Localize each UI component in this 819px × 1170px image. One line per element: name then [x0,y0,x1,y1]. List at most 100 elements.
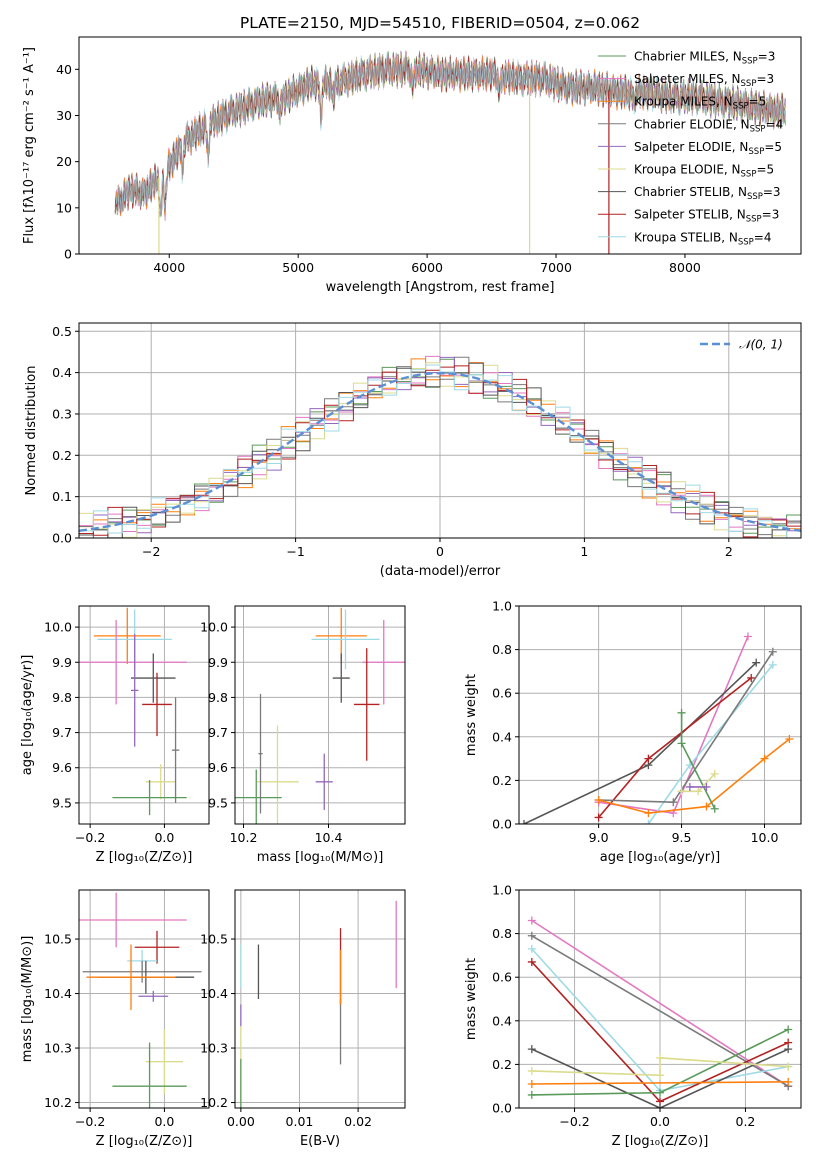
axes-frame [519,606,801,824]
y-tick-label: 9.5 [52,795,72,810]
y-tick-label: 10 [56,200,72,215]
legend-subscript: SSP [738,237,754,247]
y-tick-label: 10.3 [44,1041,72,1056]
weight-line [599,637,748,814]
weight-marker [528,932,536,940]
x-tick-label: 0.2 [736,1114,756,1129]
y-tick-label: 9.5 [208,795,228,810]
y-tick-label: 10.4 [44,986,72,1001]
x-tick-label: 7000 [540,260,572,275]
x-tick-label: 4000 [153,260,185,275]
y-tick-label: 0.0 [492,1101,512,1116]
weight-marker [784,1045,792,1053]
y-tick-label: 0.8 [492,926,512,941]
axes-frame [79,606,209,824]
y-tick-label: 10.4 [200,986,228,1001]
legend-value: =3 [762,208,780,222]
y-tick-label: 10.2 [200,1095,228,1110]
y-tick-label: 9.9 [52,655,72,670]
y-tick-label: 0.5 [52,324,72,339]
y-tick-label: 0.2 [492,773,512,788]
x-tick-label: 6000 [411,260,443,275]
legend-subscript: SSP [733,102,749,112]
x-tick-label: 5000 [282,260,314,275]
legend-value: =4 [766,117,784,131]
legend-subscript: SSP [748,147,764,157]
y-tick-label: 9.7 [52,725,72,740]
weight-marker [528,1067,536,1075]
panel-2: −2 −1 0 1 20.00.10.20.30.40.5(data-model)/er… [24,323,801,579]
y-tick-label: 0.3 [52,406,72,421]
legend-subscript: SSP [747,192,763,202]
weight-marker [528,1080,536,1088]
x-tick-label: 0.02 [344,1114,372,1129]
legend-subscript: SSP [741,170,757,180]
x-tick-label: −2 [142,544,160,559]
y-tick-label: 10.0 [44,620,72,635]
x-tick-label: −1 [286,544,304,559]
panel-8: −0.2 0.0 0.20.00.20.40.60.81.0Z [log₁₀(Z/Z… [464,883,801,1150]
legend-entry: Kroupa ELODIE, NSSP=5 [634,163,774,180]
y-tick-label: 9.8 [52,690,72,705]
legend-subscript: SSP [750,124,766,134]
y-tick-label: 30 [56,108,72,123]
y-tick-label: 0.2 [52,448,72,463]
x-tick-label: 2 [725,544,733,559]
y-tick-label: 0.4 [52,365,72,380]
legend-value: =3 [758,50,776,64]
weight-marker [702,783,710,791]
x-tick-label: −0.2 [75,830,105,845]
y-tick-label: 1.0 [492,599,512,614]
y-tick-label: 0 [64,247,72,262]
legend-value: =5 [764,140,782,154]
weight-line [599,652,773,802]
x-tick-label: 0.0 [154,830,174,845]
x-tick-label: 8000 [669,260,701,275]
y-tick-label: 0.4 [492,1013,512,1028]
y-tick-label: 10.5 [200,932,228,947]
x-tick-label: −0.2 [559,1114,589,1129]
y-axis-label: Normed distribution [24,366,39,496]
weight-line [599,739,790,813]
x-axis-label: wavelength [Angstrom, rest frame] [326,280,555,295]
axes-frame [235,890,405,1108]
y-tick-label: 0.0 [492,817,512,832]
legend-entry: Chabrier STELIB, NSSP=3 [634,185,781,202]
x-tick-label: 0.01 [286,1114,314,1129]
y-tick-label: 9.9 [208,655,228,670]
weight-line [532,1082,788,1084]
x-tick-label: 10.4 [315,830,343,845]
legend-value: =5 [749,95,767,109]
y-tick-label: 10.0 [200,620,228,635]
legend-entry: Salpeter STELIB, NSSP=3 [634,208,779,225]
weight-marker [711,805,719,813]
weight-marker [528,1045,536,1053]
legend-entry: Salpeter ELODIE, NSSP=5 [634,140,782,157]
x-tick-label: 0.0 [154,1114,174,1129]
legend-entry: Kroupa STELIB, NSSP=4 [634,230,772,247]
legend-value: =3 [756,72,774,86]
legend-entry: 𝒩(0, 1) [739,338,783,352]
x-tick-label: −0.2 [75,1114,105,1129]
weight-marker [656,1054,664,1062]
x-tick-label: 0 [436,544,444,559]
y-tick-label: 0.6 [492,970,512,985]
y-tick-label: 9.6 [208,760,228,775]
weight-marker [656,1071,664,1079]
x-axis-label: age [log₁₀(age/yr)] [600,850,721,865]
y-axis-label: mass weight [464,958,479,1040]
plot-area [231,608,405,838]
y-tick-label: 10.5 [44,932,72,947]
panel-5: 9.0 9.5 10.00.00.20.40.60.81.0age [log₁₀(a… [464,599,801,866]
y-axis-label: age [log₁₀(age/yr)] [20,655,35,776]
panel-6: −0.2 0.010.210.310.410.5Z [log₁₀(Z/Z⊙)]ma… [20,890,209,1149]
plot-area [46,608,187,815]
y-tick-label: 10.3 [200,1041,228,1056]
y-tick-label: 0.6 [492,686,512,701]
figure: 4000 5000 6000 7000 8000010203040wavelength … [0,0,819,1170]
weight-marker [528,1091,536,1099]
weight-marker [678,739,686,747]
y-tick-label: 40 [56,62,72,77]
x-tick-label: 0.0 [650,1114,670,1129]
x-axis-label: Z [log₁₀(Z/Z⊙)] [96,1134,193,1149]
